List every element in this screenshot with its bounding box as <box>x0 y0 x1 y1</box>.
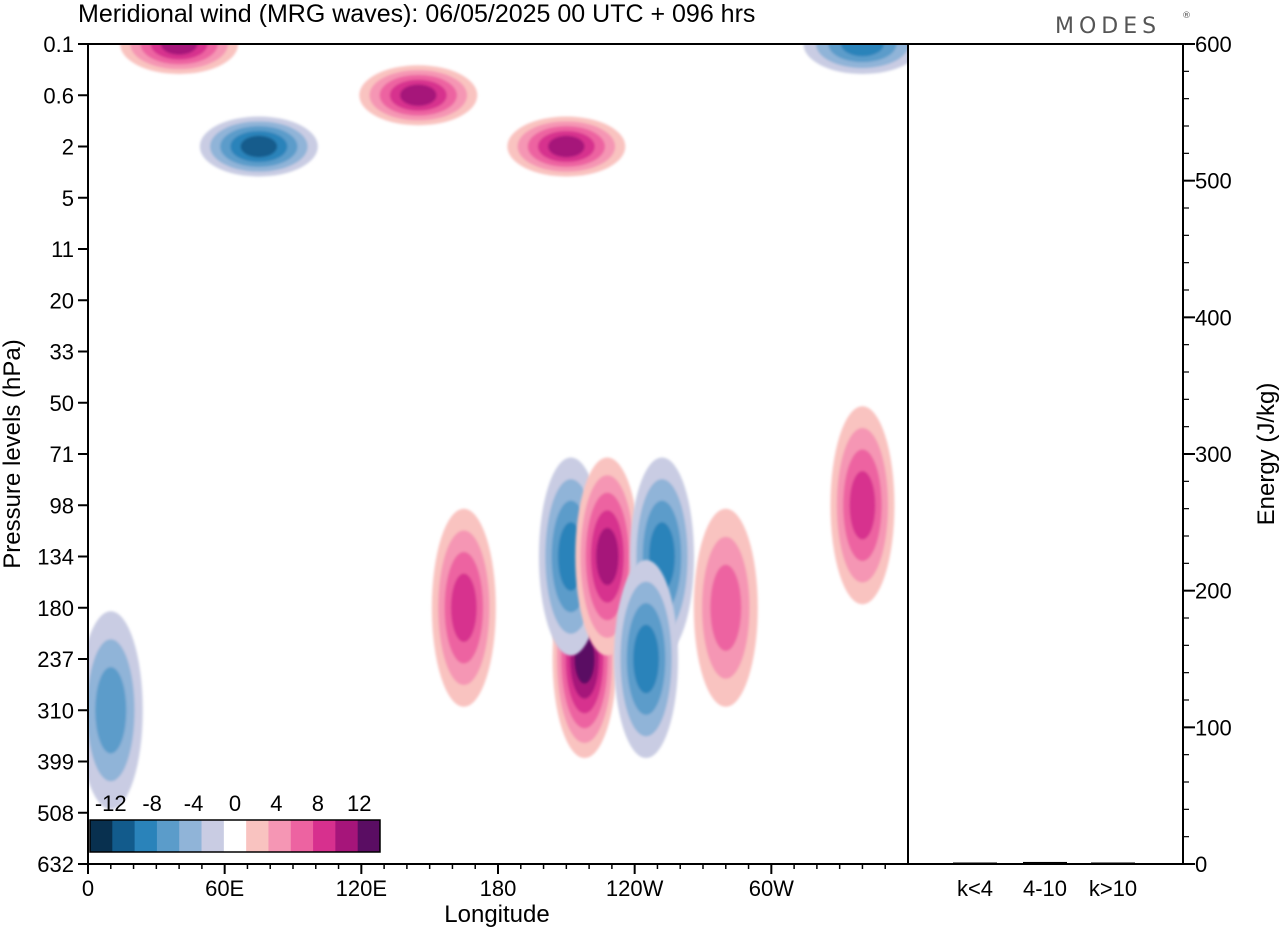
colorbar-swatch <box>290 820 314 852</box>
colorbar-label: 4 <box>270 791 282 816</box>
x-tick-label: 120E <box>336 876 387 901</box>
y-tick-label: 98 <box>50 493 74 518</box>
colorbar-label: -12 <box>95 791 127 816</box>
heatmap-cell <box>803 44 908 74</box>
y-tick-label: 237 <box>37 647 74 672</box>
energy-bar <box>1023 861 1067 864</box>
y-tick-label: 399 <box>37 750 74 775</box>
energy-bar <box>953 862 997 864</box>
heatmap-plot <box>88 44 908 864</box>
heatmap-cell <box>359 65 478 126</box>
logo-registered-mark: ® <box>1182 11 1191 21</box>
y-axis-label: Pressure levels (hPa) <box>0 339 26 568</box>
colorbar-swatch <box>201 820 225 852</box>
x-tick-label: 0 <box>82 876 94 901</box>
energy-bars: k<4 4-10 k>10 <box>953 861 1137 901</box>
heatmap-contour <box>849 471 876 540</box>
colorbar-swatch <box>112 820 136 852</box>
heatmap-contour <box>450 573 477 642</box>
energy-category-label: k<4 <box>957 876 993 901</box>
colorbar-swatch <box>268 820 292 852</box>
energy-tick-label: 600 <box>1195 32 1232 57</box>
colorbar-swatch <box>179 820 202 852</box>
x-tick-label: 60E <box>205 876 244 901</box>
energy-tick-label: 300 <box>1195 442 1232 467</box>
heatmap-cell <box>120 44 239 74</box>
colorbar-label: -4 <box>184 791 204 816</box>
x-tick-label: 120W <box>606 876 664 901</box>
colorbar-swatch <box>335 820 359 852</box>
colorbar-frame <box>89 819 381 853</box>
heatmap-contour <box>840 44 884 57</box>
heatmap-contour <box>710 564 742 651</box>
heatmap-cell <box>88 611 143 810</box>
modes-logo: MODES <box>1055 14 1161 39</box>
energy-category-label: k>10 <box>1089 876 1137 901</box>
y-tick-label: 180 <box>37 596 74 621</box>
y-tick-label: 50 <box>50 391 74 416</box>
colorbar-swatch <box>156 820 180 852</box>
energy-bar <box>1091 862 1135 864</box>
heatmap-cell <box>614 560 679 758</box>
colorbar-swatch <box>246 820 269 852</box>
heatmap-contour <box>596 527 619 586</box>
y-tick-label: 632 <box>37 852 74 877</box>
y-tick-label: 71 <box>50 442 74 467</box>
energy-tick-label: 100 <box>1195 715 1232 740</box>
x-tick-label: 60W <box>749 876 794 901</box>
colorbar-swatch <box>134 820 158 852</box>
heatmap-cell <box>199 116 318 177</box>
colorbar-swatch <box>357 820 381 852</box>
y-tick-label: 134 <box>37 545 74 570</box>
heatmap-cell <box>431 508 496 707</box>
heatmap-background <box>88 44 908 864</box>
chart-title: Meridional wind (MRG waves): 06/05/2025 … <box>78 0 755 28</box>
heatmap-contour <box>633 624 659 694</box>
heatmap-contour <box>400 84 437 106</box>
heatmap-contour <box>240 135 278 158</box>
energy-tick-label: 500 <box>1195 169 1232 194</box>
y-tick-label: 0.1 <box>43 32 74 57</box>
heatmap-contour <box>548 135 585 158</box>
colorbar-swatch <box>313 820 336 852</box>
heatmap-cell <box>507 116 626 177</box>
heatmap-contour <box>95 667 127 754</box>
y-tick-label: 310 <box>37 698 74 723</box>
colorbar-swatch <box>223 820 247 852</box>
y-tick-label: 33 <box>50 340 74 365</box>
energy-tick-label: 400 <box>1195 305 1232 330</box>
y-tick-label: 20 <box>50 288 74 313</box>
colorbar-label: 0 <box>229 791 241 816</box>
heatmap-cell <box>830 406 895 605</box>
colorbar-label: -8 <box>142 791 162 816</box>
colorbar-label: 12 <box>347 791 371 816</box>
y-tick-label: 0.6 <box>43 83 74 108</box>
pressure-axis: 0.1 0.6 2 5 11 20 33 50 71 98 134 180 237 310 399 508 63… <box>37 32 88 877</box>
heatmap-contour <box>160 44 198 55</box>
energy-tick-label: 200 <box>1195 579 1232 604</box>
colorbar: -12 -8 -4 0 4 8 12 <box>89 791 381 853</box>
x-tick-label: 180 <box>480 876 517 901</box>
colorbar-label: 8 <box>312 791 324 816</box>
y-tick-label: 11 <box>51 237 74 262</box>
energy-tick-label: 0 <box>1195 852 1207 877</box>
heatmap-cell <box>693 508 758 707</box>
longitude-axis: 0 60E 120E 180 120W 60W <box>82 864 886 901</box>
y-tick-label: 508 <box>37 801 74 826</box>
y-tick-label: 2 <box>62 135 74 160</box>
x-axis-label: Longitude <box>444 901 549 928</box>
energy-category-label: 4-10 <box>1023 876 1067 901</box>
energy-axis-label: Energy (J/kg) <box>1253 383 1280 526</box>
energy-axis: 0 100 200 300 400 500 600 <box>1183 32 1232 877</box>
y-tick-label: 5 <box>62 186 74 211</box>
energy-panel-frame <box>907 43 1184 865</box>
colorbar-swatch <box>90 820 113 852</box>
